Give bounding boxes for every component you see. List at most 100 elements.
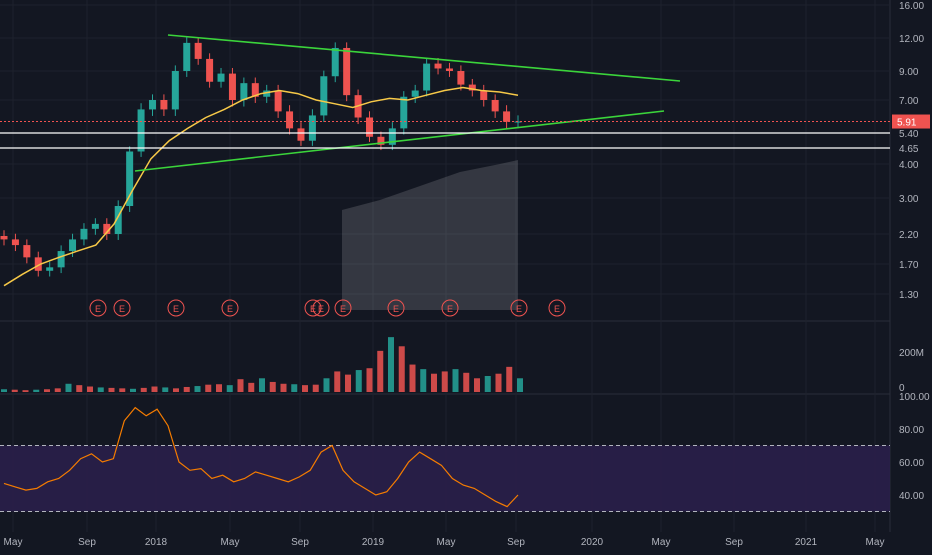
candle-body bbox=[423, 63, 431, 91]
axis-layer: 16.00 12.00 9.00 7.00 5.40 4.65 4.00 3.00 2.20 1.… bbox=[4, 1, 930, 548]
time-tick-label: Sep bbox=[725, 537, 743, 548]
candle-body bbox=[228, 73, 236, 100]
candle-body bbox=[434, 63, 442, 69]
last-price-label: 5.91 bbox=[897, 118, 917, 129]
volume-bar bbox=[409, 364, 416, 392]
svg-text:E: E bbox=[318, 304, 324, 314]
earnings-marker[interactable]: E bbox=[334, 299, 352, 317]
earnings-marker[interactable]: E bbox=[312, 299, 330, 317]
time-tick-label: 2021 bbox=[795, 537, 818, 548]
volume-bar bbox=[87, 386, 93, 392]
candle-body bbox=[286, 111, 294, 129]
rsi-tick-label: 100.00 bbox=[899, 392, 930, 403]
volume-bar bbox=[237, 379, 244, 392]
candle-body bbox=[503, 111, 511, 122]
volume-profile-area bbox=[342, 160, 518, 310]
price-tick-label: 1.70 bbox=[899, 260, 919, 271]
candle-body bbox=[103, 223, 111, 234]
time-tick-label: Sep bbox=[78, 537, 96, 548]
candle-body bbox=[468, 84, 476, 91]
time-tick-label: May bbox=[437, 537, 456, 548]
candle-body bbox=[331, 47, 339, 77]
rsi-tick-label: 40.00 bbox=[899, 491, 924, 502]
candle-body bbox=[183, 42, 191, 71]
earnings-marker[interactable]: E bbox=[387, 299, 405, 317]
candle-body bbox=[297, 128, 305, 141]
earnings-marker[interactable]: E bbox=[113, 299, 131, 317]
volume-bar bbox=[517, 378, 523, 392]
earnings-marker[interactable]: E bbox=[510, 299, 528, 317]
volume-bar bbox=[463, 372, 470, 392]
volume-bar bbox=[183, 386, 190, 392]
earnings-marker[interactable]: E bbox=[167, 299, 185, 317]
volume-bar bbox=[280, 383, 287, 392]
time-tick-label: Sep bbox=[507, 537, 525, 548]
volume-bar bbox=[366, 368, 373, 392]
candle-body bbox=[400, 96, 408, 129]
volume-bar bbox=[44, 389, 50, 392]
candle-body bbox=[126, 151, 134, 207]
earnings-marker[interactable]: E bbox=[89, 299, 107, 317]
candle-body bbox=[251, 83, 259, 97]
price-tick-label: 4.65 bbox=[899, 144, 919, 155]
candle-body bbox=[114, 206, 122, 234]
volume-bar bbox=[151, 386, 158, 392]
candle-body bbox=[217, 73, 225, 82]
svg-text:E: E bbox=[516, 304, 522, 314]
overlay-layer: E E E E E E E E E EE bbox=[0, 34, 890, 317]
time-tick-label: 2020 bbox=[581, 537, 604, 548]
volume-bar bbox=[452, 369, 459, 392]
volume-bar bbox=[173, 388, 179, 392]
earnings-marker[interactable]: E bbox=[221, 299, 239, 317]
candle-body bbox=[366, 117, 374, 137]
volume-bar bbox=[420, 369, 427, 392]
price-tick-label: 7.00 bbox=[899, 96, 919, 107]
volume-bar bbox=[345, 374, 351, 392]
candle-body bbox=[11, 239, 19, 246]
volume-bar bbox=[162, 387, 169, 392]
volume-bar bbox=[65, 383, 72, 392]
candle-body bbox=[194, 42, 202, 59]
volume-bar bbox=[259, 378, 265, 392]
volume-bar bbox=[22, 390, 29, 392]
candle-body bbox=[23, 245, 31, 258]
time-tick-label: 2018 bbox=[145, 537, 168, 548]
trendline[interactable] bbox=[167, 34, 681, 82]
earnings-marker[interactable]: E bbox=[441, 299, 459, 317]
volume-bar bbox=[291, 384, 298, 392]
candle-body bbox=[206, 58, 214, 82]
price-panel bbox=[0, 37, 522, 310]
rsi-line bbox=[3, 406, 519, 508]
price-tick-label: 1.30 bbox=[899, 290, 919, 301]
earnings-marker[interactable]: E bbox=[548, 299, 566, 317]
candle-body bbox=[69, 239, 77, 252]
candle-body bbox=[308, 115, 316, 141]
last-price-badge bbox=[892, 114, 930, 129]
candle-body bbox=[320, 76, 328, 116]
candle-body bbox=[46, 267, 54, 271]
price-tick-label: 16.00 bbox=[899, 1, 924, 12]
rsi-tick-label: 80.00 bbox=[899, 425, 924, 436]
candle-body bbox=[148, 100, 156, 110]
time-tick-label: May bbox=[221, 537, 240, 548]
volume-bar bbox=[431, 373, 437, 392]
volume-bar bbox=[269, 381, 276, 392]
volume-bar bbox=[334, 371, 341, 392]
price-tick-label: 9.00 bbox=[899, 67, 919, 78]
candle-body bbox=[80, 228, 88, 240]
volume-bar bbox=[205, 384, 212, 392]
volume-bar bbox=[76, 385, 83, 392]
volume-bar bbox=[97, 387, 104, 392]
candle-body bbox=[0, 235, 8, 240]
moving-average-line bbox=[3, 86, 519, 287]
trendline[interactable] bbox=[134, 110, 665, 172]
volume-bar bbox=[1, 389, 7, 392]
svg-text:E: E bbox=[340, 304, 346, 314]
volume-bar bbox=[194, 386, 201, 392]
volume-bar bbox=[108, 387, 115, 392]
candle-body bbox=[137, 109, 145, 152]
volume-bar bbox=[33, 389, 40, 392]
candle-body bbox=[274, 90, 282, 112]
